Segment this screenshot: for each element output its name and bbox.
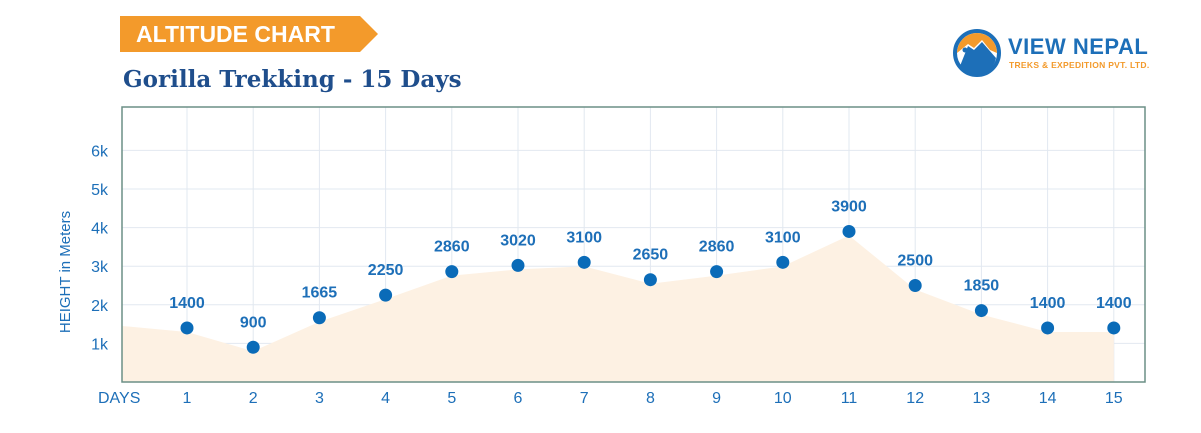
data-point <box>776 255 790 269</box>
x-tick-label: 15 <box>1105 390 1123 407</box>
data-label: 1850 <box>964 278 1000 295</box>
x-tick-label: 5 <box>447 390 456 407</box>
data-label: 2500 <box>897 253 933 270</box>
chart-title: Gorilla Trekking - 15 Days <box>123 66 462 93</box>
data-point <box>710 265 724 279</box>
data-point <box>643 273 657 287</box>
y-tick-label: 3k <box>91 259 109 276</box>
data-point <box>908 279 922 292</box>
y-tick-label: 6k <box>91 143 109 160</box>
y-axis-label: HEIGHT in Meters <box>57 211 74 333</box>
altitude-chart-badge: ALTITUDE CHART <box>120 16 378 52</box>
chart-frame <box>121 106 1146 383</box>
data-label: 1400 <box>169 295 205 312</box>
mountain-logo-icon <box>953 29 1001 77</box>
data-point <box>246 340 260 354</box>
x-tick-label: 3 <box>315 390 324 407</box>
y-tick-label: 2k <box>91 298 109 315</box>
data-label: 2860 <box>699 239 735 256</box>
x-tick-label: 6 <box>514 390 523 407</box>
data-point <box>974 304 988 318</box>
x-tick-label: 2 <box>249 390 258 407</box>
data-label: 1400 <box>1030 295 1066 312</box>
altitude-area <box>122 235 1114 382</box>
x-tick-label: 10 <box>774 390 792 407</box>
data-label: 2860 <box>434 239 470 256</box>
data-point <box>445 265 459 279</box>
data-label: 1665 <box>302 285 338 302</box>
data-point <box>379 288 393 302</box>
data-label: 1400 <box>1096 295 1132 312</box>
data-point <box>1107 321 1121 335</box>
x-tick-label: 4 <box>381 390 390 407</box>
data-label: 2650 <box>633 247 669 264</box>
x-tick-label: 13 <box>973 390 991 407</box>
logo-tagline: TREKS & EXPEDITION PVT. LTD. <box>1009 60 1150 70</box>
x-tick-label: 1 <box>183 390 192 407</box>
x-tick-label: 8 <box>646 390 655 407</box>
data-point <box>577 255 591 269</box>
x-tick-label: 11 <box>841 390 858 407</box>
data-point <box>842 224 856 238</box>
company-logo: VIEW NEPAL TREKS & EXPEDITION PVT. LTD. <box>952 28 1152 80</box>
data-point <box>511 258 525 272</box>
data-point <box>312 311 326 325</box>
data-label: 3100 <box>566 229 602 246</box>
data-label: 900 <box>240 314 267 331</box>
data-label: 2250 <box>368 262 404 279</box>
logo-name: VIEW NEPAL <box>1008 34 1149 59</box>
y-tick-label: 1k <box>91 336 109 353</box>
x-axis-label: DAYS <box>98 390 140 407</box>
y-tick-label: 5k <box>91 182 109 199</box>
data-point <box>1041 321 1055 335</box>
y-tick-label: 4k <box>91 221 109 238</box>
x-tick-label: 7 <box>580 390 589 407</box>
data-label: 3020 <box>500 232 536 249</box>
x-tick-label: 9 <box>712 390 721 407</box>
x-tick-label: 14 <box>1039 390 1057 407</box>
x-tick-label: 12 <box>906 390 924 407</box>
data-label: 3100 <box>765 229 801 246</box>
data-point <box>180 321 194 335</box>
data-label: 3900 <box>831 198 867 215</box>
